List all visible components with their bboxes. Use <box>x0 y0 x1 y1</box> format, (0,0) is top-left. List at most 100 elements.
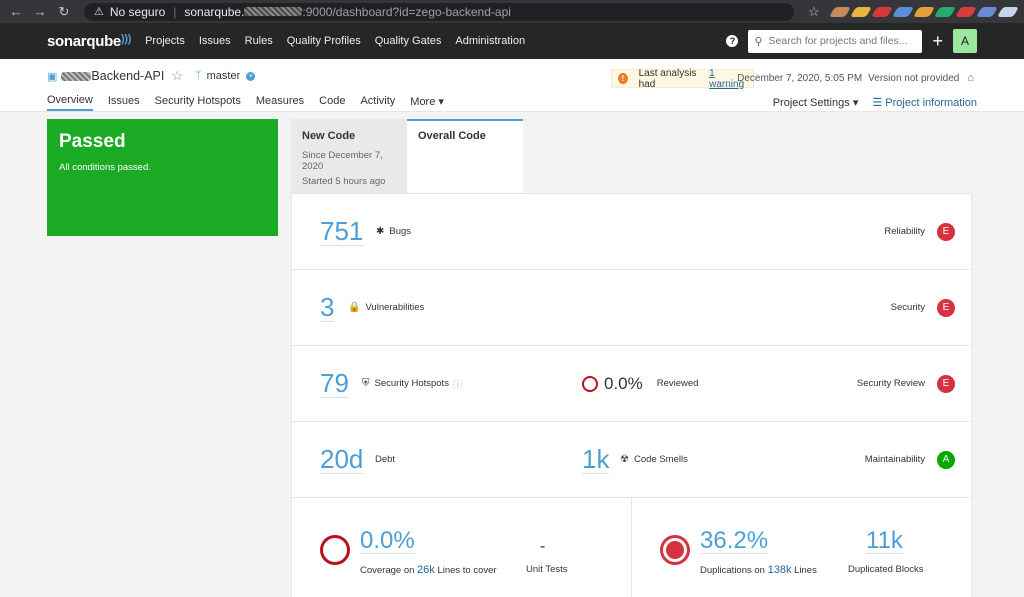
duplications-caption: Duplications on 138k Lines <box>700 564 817 576</box>
insecure-label: No seguro <box>109 4 166 19</box>
new-code-since: Since December 7, 2020 <box>302 150 383 172</box>
code-period-tabs: New Code Since December 7, 2020 Started … <box>291 119 523 195</box>
bug-icon: ✱ <box>376 226 385 237</box>
lock-icon: 🔒 <box>348 302 361 313</box>
duplications-ring-icon <box>660 535 690 565</box>
caret-down-icon: ▾ <box>852 97 859 109</box>
redacted-host <box>244 7 303 16</box>
search-placeholder: Search for projects and files... <box>768 35 908 47</box>
extension-icon[interactable] <box>912 6 935 17</box>
project-name[interactable]: Backend-API <box>61 69 164 83</box>
maintainability-row: 20d Debt 1k ☢ Code Smells Maintainability… <box>292 422 971 498</box>
search-icon: ⚲ <box>754 35 763 48</box>
duplicated-lines-value[interactable]: 138k <box>767 564 792 576</box>
url-path: :9000/dashboard?id=zego-backend-api <box>302 4 511 19</box>
extension-icon[interactable] <box>975 6 998 17</box>
tab-more[interactable]: More ▾ <box>410 95 444 111</box>
nav-quality-gates[interactable]: Quality Gates <box>374 35 442 47</box>
redacted-project-prefix <box>61 72 92 82</box>
bugs-row: 751 ✱ Bugs Reliability E <box>292 194 971 270</box>
extension-icon[interactable] <box>891 6 914 17</box>
coverage-value[interactable]: 0.0% <box>360 527 415 554</box>
hotspots-value[interactable]: 79 <box>320 368 349 398</box>
browser-toolbar: ← → ↻ ⚠ No seguro | sonarqube. :9000/das… <box>0 0 1024 23</box>
security-label: Security <box>890 302 925 313</box>
avatar[interactable]: A <box>953 29 977 53</box>
extension-icon[interactable] <box>849 6 872 17</box>
address-bar[interactable]: ⚠ No seguro | sonarqube. :9000/dashboard… <box>84 2 794 21</box>
security-review-label: Security Review <box>856 378 925 389</box>
hotspots-label-text: Security Hotspots <box>374 378 449 389</box>
duplications-ring-fill <box>666 541 684 559</box>
branch-name[interactable]: master <box>206 70 241 82</box>
lines-to-cover-value[interactable]: 26k <box>417 564 435 576</box>
home-icon[interactable]: ⌂ <box>967 72 974 84</box>
unit-tests-value: - <box>540 538 546 555</box>
coverage-caption-post: Lines to cover <box>437 565 497 576</box>
tab-overview[interactable]: Overview <box>47 94 93 111</box>
shield-icon: ⛨ <box>362 378 370 389</box>
tab-code[interactable]: Code <box>319 95 346 107</box>
nav-administration[interactable]: Administration <box>455 35 526 47</box>
extension-icon[interactable] <box>933 6 956 17</box>
vulnerabilities-value[interactable]: 3 <box>320 292 335 322</box>
back-icon[interactable]: ← <box>9 4 23 19</box>
duplicated-blocks-value[interactable]: 11k <box>866 527 903 554</box>
tab-new-code[interactable]: New Code Since December 7, 2020 Started … <box>291 119 407 193</box>
extension-icon[interactable] <box>828 6 851 17</box>
security-rating[interactable]: E <box>937 298 955 317</box>
duplications-value[interactable]: 36.2% <box>700 527 769 554</box>
project-tabs: Overview Issues Security Hotspots Measur… <box>47 93 977 112</box>
favorite-star-icon[interactable]: ☆ <box>171 68 184 83</box>
security-review-rating[interactable]: E <box>937 374 955 393</box>
maintainability-rating[interactable]: A <box>937 450 955 469</box>
extension-icon[interactable] <box>870 6 893 17</box>
bugs-label: ✱ Bugs <box>376 226 411 237</box>
nav-projects[interactable]: Projects <box>145 35 185 47</box>
reviewed-ring-icon <box>582 375 598 392</box>
branch-help-icon[interactable]: + <box>246 71 256 81</box>
create-plus-icon[interactable]: + <box>932 30 943 51</box>
global-search-input[interactable]: ⚲ Search for projects and files... <box>748 29 923 53</box>
reliability-rating[interactable]: E <box>937 222 955 241</box>
tab-measures[interactable]: Measures <box>255 95 305 107</box>
duplications-caption-pre: Duplications on <box>700 565 765 576</box>
reload-icon[interactable]: ↻ <box>58 3 70 19</box>
bugs-value[interactable]: 751 <box>320 216 364 246</box>
quality-gate-status: Passed All conditions passed. <box>47 119 278 236</box>
forward-icon[interactable]: → <box>33 4 47 19</box>
coverage-caption-pre: Coverage on <box>360 565 415 576</box>
extension-icon[interactable] <box>996 6 1019 17</box>
nav-issues[interactable]: Issues <box>198 35 231 47</box>
sonarqube-logo[interactable]: sonarqube))) <box>47 33 131 50</box>
warning-icon: ⚠ <box>94 6 104 18</box>
analysis-meta: December 7, 2020, 5:05 PM Version not pr… <box>737 72 974 84</box>
warning-link[interactable]: 1 warning <box>709 67 745 90</box>
analysis-warning: ! Last analysis had 1 warning <box>611 67 754 90</box>
project-information-link[interactable]: ☰ Project information <box>872 96 977 109</box>
logo-wave-icon: ))) <box>120 32 132 45</box>
nav-quality-profiles[interactable]: Quality Profiles <box>286 35 361 47</box>
hotspots-label: ⛨ Security Hotspots ⓘ <box>362 377 462 391</box>
quality-gate-result: Passed <box>59 131 126 152</box>
analysis-date: December 7, 2020, 5:05 PM <box>737 72 863 84</box>
nav-rules[interactable]: Rules <box>244 35 273 47</box>
help-icon[interactable]: ⓘ <box>452 379 463 391</box>
reviewed-percent[interactable]: 0.0% <box>604 373 643 393</box>
help-icon[interactable]: ? <box>726 35 739 47</box>
debt-value[interactable]: 20d <box>320 444 364 474</box>
code-smells-value[interactable]: 1k <box>582 444 610 474</box>
project-settings-menu[interactable]: Project Settings ▾ <box>773 96 859 109</box>
extension-icon[interactable] <box>954 6 977 17</box>
bookmark-star-icon[interactable]: ☆ <box>808 3 820 19</box>
quality-gate-conditions: All conditions passed. <box>59 162 151 173</box>
tab-issues[interactable]: Issues <box>107 95 140 107</box>
reviewed-label: Reviewed <box>656 378 699 389</box>
tab-overall-code[interactable]: Overall Code <box>407 119 523 195</box>
tab-security-hotspots[interactable]: Security Hotspots <box>154 95 241 107</box>
coverage-ring-icon <box>320 535 350 565</box>
tab-activity[interactable]: Activity <box>360 95 396 107</box>
top-navigation: sonarqube))) Projects Issues Rules Quali… <box>0 23 1024 59</box>
new-code-title: New Code <box>302 130 356 142</box>
warning-text: Last analysis had <box>638 67 697 90</box>
